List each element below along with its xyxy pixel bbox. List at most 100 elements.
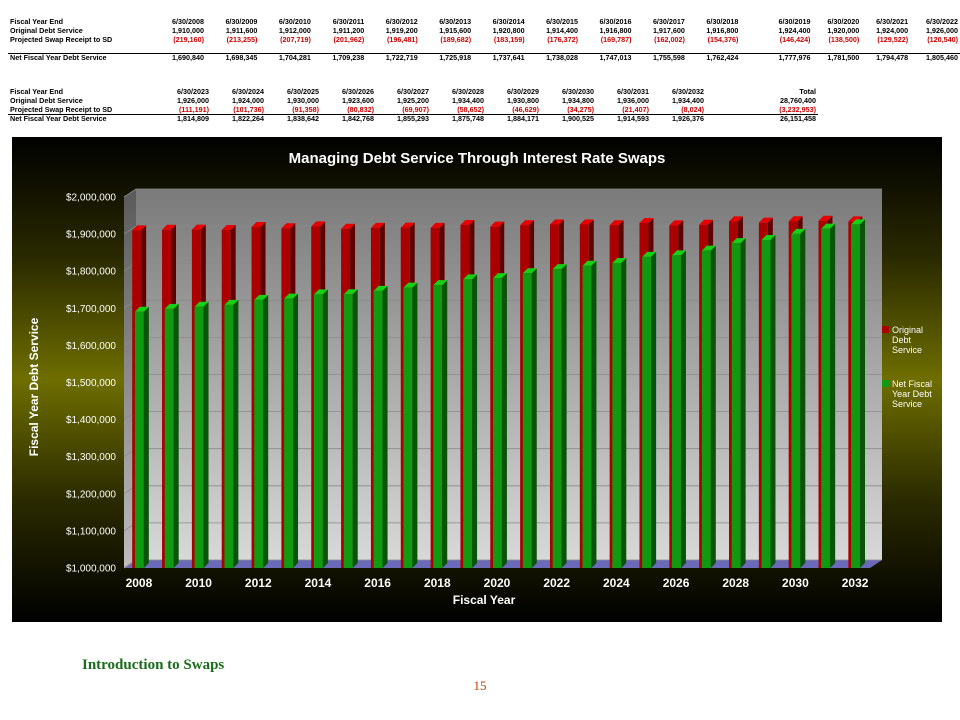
table-cell: 1,930,800 [507, 95, 539, 105]
y-axis-title: Fiscal Year Debt Service [27, 317, 41, 456]
table-cell: (129,522) [877, 34, 909, 44]
table-cell: 1,925,200 [397, 95, 429, 105]
table-cell: 6/30/2017 [652, 17, 685, 26]
table-row: Fiscal Year End 6/30/2023 6/30/2024 6/30/20… [8, 87, 818, 97]
x-axis-title: Fiscal Year [453, 593, 516, 607]
table-cell: 1,722,719 [366, 53, 420, 63]
table-cell: 1,875,748 [431, 114, 486, 125]
table-cell: 1,755,598 [633, 53, 687, 63]
table-cell: 1,916,800 [706, 25, 739, 35]
table-cell [706, 114, 730, 125]
legend-swatch [882, 380, 889, 387]
table-cell: 1,911,600 [225, 25, 258, 35]
table-cell: 1,911,200 [332, 25, 365, 35]
table-cell: 1,912,000 [278, 25, 311, 35]
table-cell [740, 36, 759, 45]
bar-net-2026 [672, 250, 686, 568]
table-cell: 1,884,171 [486, 114, 541, 125]
bar-net-2029 [761, 234, 776, 568]
table-cell: 6/30/2030 [562, 87, 594, 96]
x-tick-label: 2010 [185, 576, 212, 590]
table-cell: (46,629) [512, 104, 539, 114]
table-cell: 6/30/2025 [287, 87, 319, 96]
table-cell: 1,924,000 [232, 95, 264, 105]
bar-net-2020 [492, 273, 507, 568]
bar-net-2030 [791, 228, 806, 569]
table-cell: 1,814,809 [155, 114, 211, 125]
table-row [8, 44, 960, 53]
gridline [123, 225, 882, 235]
x-tick-label: 2016 [364, 576, 391, 590]
y-tick-label: $1,200,000 [66, 489, 116, 500]
table-cell: (8,024) [681, 104, 704, 114]
x-tick-label: 2018 [424, 576, 451, 590]
table-cell: (58,652) [457, 104, 484, 114]
row-label: Projected Swap Receipt to SD [10, 104, 113, 114]
table-cell: 1,781,500 [812, 53, 862, 63]
table-cell: (69,907) [402, 104, 429, 114]
x-tick-label: 2032 [842, 576, 869, 590]
table-cell [740, 53, 760, 63]
table-cell: (111,191) [179, 104, 209, 114]
chart-title: Managing Debt Service Through Interest R… [289, 150, 666, 167]
table-cell [706, 97, 730, 106]
table-row: Projected Swap Receipt to SD (219,160) (21… [8, 34, 960, 45]
table-cell [740, 44, 759, 53]
table-cell: 6/30/2024 [232, 87, 264, 96]
table-cell: 6/30/2019 [778, 17, 811, 26]
x-tick-label: 2026 [663, 576, 690, 590]
table-cell: (154,376) [707, 34, 739, 44]
table-cell: 1,920,000 [827, 25, 860, 35]
table-cell: 6/30/2027 [397, 87, 429, 96]
bar-net-2015 [343, 289, 358, 568]
table-cell: (213,255) [226, 34, 258, 44]
table-cell [706, 88, 730, 97]
table-cell [706, 106, 730, 115]
table-cell: (219,160) [173, 34, 204, 44]
table-cell: 1,923,600 [342, 95, 374, 105]
table-cell: 1,914,400 [546, 25, 579, 35]
table-cell: 1,747,013 [580, 53, 634, 63]
bar-net-2017 [403, 282, 418, 568]
table-cell: 1,725,918 [419, 53, 474, 63]
table-row: Projected Swap Receipt to SD (111,191) (10… [8, 104, 818, 115]
table-cell: 1,930,000 [287, 95, 319, 105]
table-cell: (91,358) [292, 104, 319, 114]
row-label: Net Fiscal Year Debt Service [8, 53, 152, 63]
x-tick-label: 2020 [484, 576, 511, 590]
table-cell: 1,920,800 [492, 25, 525, 35]
bar-net-2008 [134, 306, 149, 568]
x-tick-label: 2024 [603, 576, 630, 590]
table-cell: 1,738,028 [526, 53, 581, 63]
row-label: Original Debt Service [10, 25, 83, 35]
table-cell: 1,934,400 [452, 95, 484, 105]
y-tick-label: $1,700,000 [66, 304, 116, 315]
table-cell: (80,832) [347, 104, 374, 114]
page-number: 15 [473, 678, 487, 693]
y-tick-label: $1,800,000 [66, 267, 116, 278]
table-cell [730, 88, 754, 97]
table-cell: 1,737,641 [473, 53, 527, 63]
table-cell: 1,704,281 [259, 53, 313, 63]
y-tick-label: $1,900,000 [66, 230, 116, 241]
table-cell: 1,934,400 [672, 95, 704, 105]
swap-bar-chart: $1,000,000 $1,100,000 $1,200,000 $1,300,000… [27, 150, 932, 607]
x-tick-label: 2012 [245, 576, 272, 590]
legend-item: Net Fiscal Year Debt Service [882, 379, 932, 409]
table-row: Original Debt Service 1,926,000 1,924,000 1… [8, 95, 818, 106]
y-tick-label: $2,000,000 [66, 193, 116, 204]
table-cell: 1,777,976 [759, 53, 813, 63]
table-cell [740, 18, 759, 27]
table-cell: 1,914,593 [596, 114, 651, 125]
table-cell: 6/30/2013 [439, 17, 472, 26]
bar-net-2011 [224, 299, 239, 568]
gridline [123, 188, 882, 198]
bar-net-2016 [373, 285, 388, 568]
table-cell: 1,916,800 [599, 25, 632, 35]
row-label: Fiscal Year End [10, 87, 64, 96]
chart-legend: Original Debt Service Net Fiscal Year Debt Se… [882, 325, 932, 409]
x-tick-label: 2030 [782, 576, 809, 590]
bar-net-2028 [731, 238, 746, 569]
table-cell: Total [799, 87, 816, 96]
table-cell: (189,682) [440, 34, 472, 44]
